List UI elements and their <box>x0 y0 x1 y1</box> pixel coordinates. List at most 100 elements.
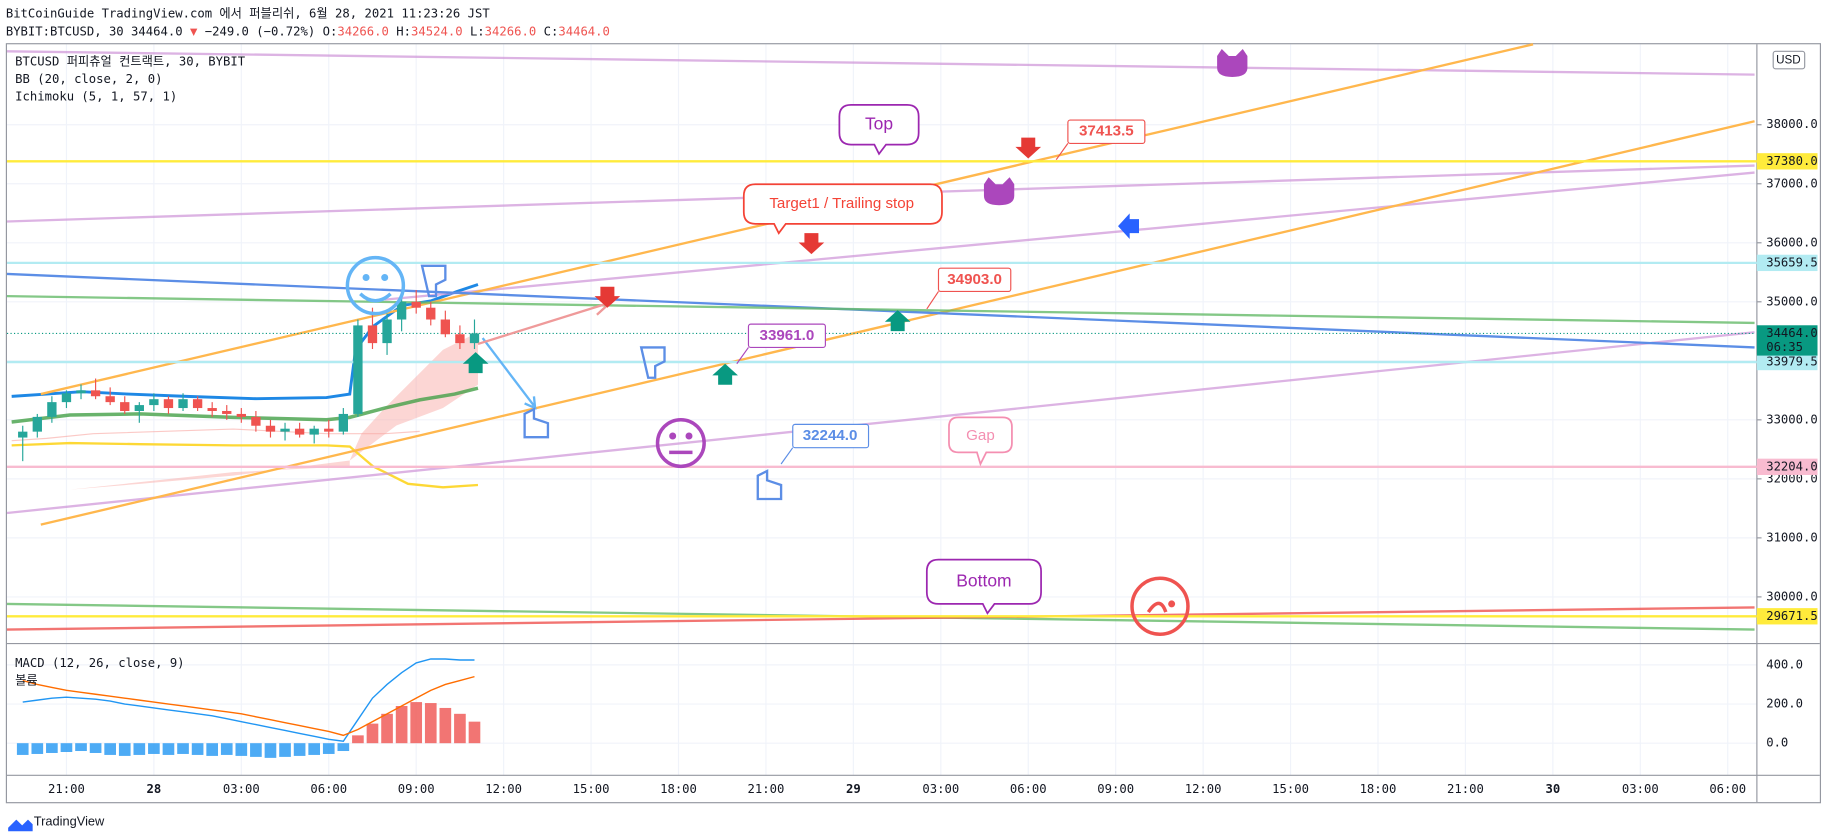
published-line: BitCoinGuide TradingView.com 에서 퍼블리쉬, 6월… <box>6 6 491 20</box>
up-arrow <box>712 363 738 385</box>
ichimoku-span <box>11 428 420 442</box>
trend-line <box>6 331 1755 515</box>
countdown: 06:35 <box>1766 340 1803 354</box>
h-value: 34524.0 <box>411 24 463 38</box>
bubble <box>742 183 943 235</box>
last-price-tag <box>1756 325 1818 356</box>
candle-body <box>61 393 72 403</box>
price-tag-label: 29671.5 <box>1766 609 1818 623</box>
macd-histogram-bar <box>118 743 131 756</box>
price-tag <box>1756 458 1818 475</box>
h-label: H: <box>396 24 411 38</box>
cat-icons <box>983 48 1248 206</box>
candle-body <box>426 307 436 320</box>
callout-box <box>937 267 1012 293</box>
x-tick-label: 21:00 <box>748 782 785 796</box>
x-tick-label: 30 <box>1546 782 1561 796</box>
candle-body <box>236 413 246 417</box>
y-tick-label: 31000.0 <box>1766 530 1818 544</box>
macd-line <box>22 658 475 742</box>
trend-line <box>6 50 1755 76</box>
signal-line <box>22 675 475 737</box>
candle-body <box>105 396 115 403</box>
candle-body <box>396 301 407 320</box>
candle-body <box>251 416 261 426</box>
symbol: BYBIT:BTCUSD, 30 34464.0 <box>6 24 183 38</box>
x-tick-label: 12:00 <box>1185 782 1222 796</box>
down-arrow <box>1015 137 1042 159</box>
bubble-text: Top <box>865 113 893 133</box>
macd-histogram-bar <box>162 743 175 755</box>
macd-histogram-bar <box>235 743 248 756</box>
macd-histogram-bar <box>293 743 306 756</box>
x-tick-label: 15:00 <box>1272 782 1309 796</box>
y-tick-label: 38000.0 <box>1766 117 1818 131</box>
macd-tick-label: 400.0 <box>1766 657 1803 671</box>
price-tag <box>1756 353 1818 371</box>
x-tick-label: 06:00 <box>1010 782 1047 796</box>
macd-histogram-bar <box>424 703 437 744</box>
x-tick-label: 06:00 <box>1709 782 1746 796</box>
candle-body <box>134 405 144 411</box>
ichimoku-line <box>11 441 479 489</box>
candle-body <box>294 428 305 435</box>
macd-histogram-bar <box>60 743 73 752</box>
candle-body <box>149 399 159 406</box>
hand-icons <box>420 264 783 501</box>
macd-histogram-bar <box>16 743 29 755</box>
x-tick-label: 21:00 <box>48 782 85 796</box>
price-axis: 38000.037000.036000.035000.034000.033000… <box>1756 117 1818 750</box>
candle-body <box>265 425 276 432</box>
l-value: 34266.0 <box>485 24 537 38</box>
candle-body <box>178 399 188 409</box>
tired-face <box>1130 576 1190 636</box>
bubble-text: Gap <box>966 427 995 444</box>
symbol-line: BYBIT:BTCUSD, 30 34464.0 ▼ −249.0 (−0.72… <box>6 24 610 38</box>
legend-macd: MACD (12, 26, close, 9) <box>15 656 184 670</box>
currency[interactable]: USD <box>1776 54 1801 67</box>
macd-histogram-bar <box>410 702 423 744</box>
up-arrow <box>462 352 489 374</box>
macd-histogram-bar <box>395 705 408 744</box>
eyes <box>362 273 1176 608</box>
callout-pointer <box>780 447 794 465</box>
callout-box <box>747 323 826 349</box>
candle-body <box>32 416 42 432</box>
x-tick-label: 21:00 <box>1447 782 1484 796</box>
macd-tick-label: 200.0 <box>1766 697 1803 711</box>
macd-histogram-bar <box>220 743 233 755</box>
candle-body <box>207 408 217 411</box>
down-arrow <box>798 233 825 255</box>
callout-box <box>1067 119 1146 144</box>
macd-histogram-bar <box>454 713 466 744</box>
l-label: L: <box>470 24 485 38</box>
x-tick-label: 29 <box>846 782 861 796</box>
candle-body <box>18 431 28 438</box>
callout-pointer <box>1055 143 1069 161</box>
currency-box[interactable] <box>1772 50 1806 70</box>
callouts: 37413.5 34903.0 33961.0 32244.0 <box>736 119 1146 465</box>
trend-line <box>6 294 1755 325</box>
ichimoku-cloud <box>11 332 478 494</box>
candle-body <box>163 399 174 409</box>
macd-histogram-bar <box>279 743 291 757</box>
chart-frame <box>5 43 1822 804</box>
x-tick-label: 28 <box>147 782 162 796</box>
macd-histogram-bar <box>322 743 335 754</box>
price-tag <box>1756 153 1818 170</box>
price-tag <box>1756 608 1818 625</box>
candles <box>18 289 480 462</box>
candle-body <box>338 413 348 432</box>
y-tick-label: 30000.0 <box>1766 589 1818 603</box>
smiley <box>345 255 406 316</box>
bubble-text: Bottom <box>956 570 1011 590</box>
macd-histogram-bar <box>352 735 364 744</box>
legend-bb: BB (20, close, 2, 0) <box>15 72 162 86</box>
price-tag <box>1756 254 1818 272</box>
bubble-text: Target1 / Trailing stop <box>769 195 914 212</box>
x-tick-label: 09:00 <box>1097 782 1134 796</box>
candle-body <box>353 325 363 414</box>
emojis <box>345 255 1190 636</box>
y-tick-label: 33000.0 <box>1766 412 1818 426</box>
